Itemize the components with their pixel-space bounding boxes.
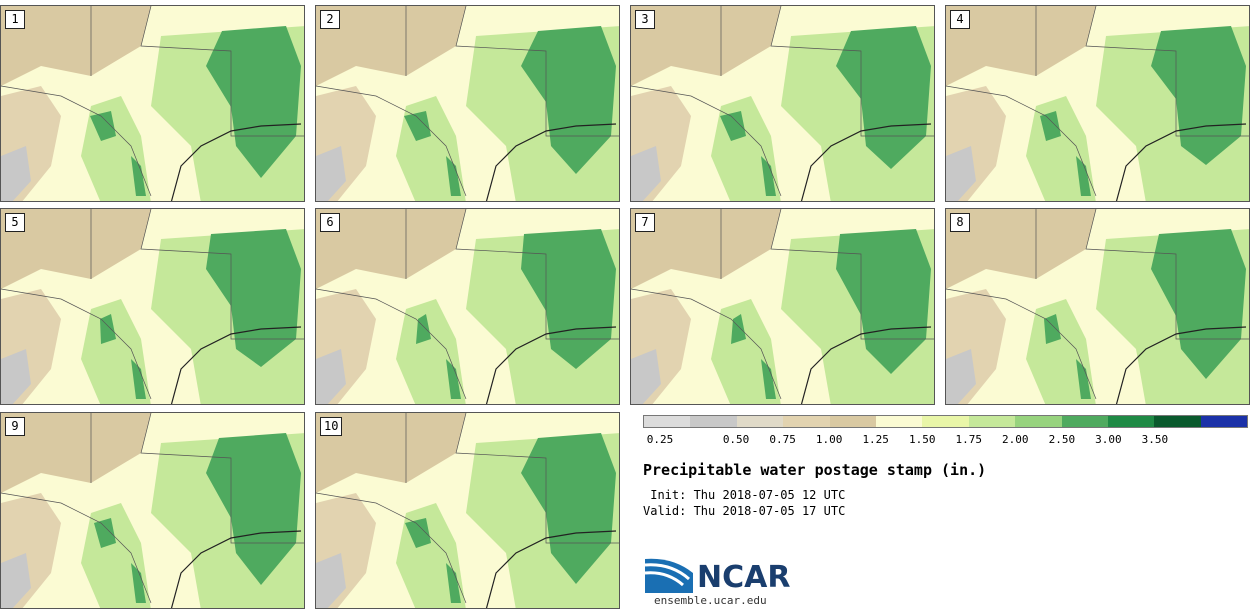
colorbar-tick-label: 3.50 — [1141, 433, 1169, 446]
stamp-panel-9: 9 — [0, 412, 305, 609]
stamp-number: 9 — [5, 417, 25, 436]
colorbar-tick-label: 0.75 — [769, 433, 796, 446]
logo-text: NCAR — [697, 560, 791, 595]
init-time: Init: Thu 2018-07-05 12 UTC — [643, 488, 846, 502]
valid-time: Valid: Thu 2018-07-05 17 UTC — [643, 504, 846, 518]
colorbar-segment — [690, 416, 737, 427]
colorbar-segment — [644, 416, 691, 427]
colorbar-tick-label: 1.00 — [815, 433, 843, 446]
stamp-number: 3 — [635, 10, 655, 29]
colorbar-tick-label: 0.25 — [646, 433, 674, 446]
stamp-panel-2: 2 — [315, 5, 620, 202]
stamp-panel-10: 10 — [315, 412, 620, 609]
colorbar-tick-label: 3.00 — [1095, 433, 1122, 446]
stamp-panel-6: 6 — [315, 208, 620, 405]
ncar-logo-icon — [644, 558, 693, 593]
colorbar-segment — [1015, 416, 1062, 427]
colorbar-tick-label: 1.25 — [862, 433, 889, 446]
stamp-number: 6 — [320, 213, 340, 232]
colorbar-tick-label: 0.50 — [722, 433, 750, 446]
colorbar-segment — [922, 416, 969, 427]
stamp-panel-5: 5 — [0, 208, 305, 405]
stamp-panel-3: 3 — [630, 5, 935, 202]
plot-title: Precipitable water postage stamp (in.) — [643, 461, 987, 479]
stamp-number: 1 — [5, 10, 25, 29]
colorbar-tick-label: 2.50 — [1048, 433, 1076, 446]
stamp-panel-7: 7 — [630, 208, 935, 405]
colorbar — [643, 415, 1248, 428]
colorbar-segment — [1061, 416, 1108, 427]
colorbar-segment — [1107, 416, 1155, 427]
colorbar-segment — [968, 416, 1016, 427]
stamp-number: 2 — [320, 10, 340, 29]
colorbar-tick-label: 1.50 — [908, 433, 936, 446]
colorbar-tick-label: 1.75 — [955, 433, 983, 446]
stamp-number: 10 — [320, 417, 343, 436]
site-url: ensemble.ucar.edu — [654, 594, 767, 607]
stamp-panel-8: 8 — [945, 208, 1250, 405]
colorbar-segment — [1200, 416, 1248, 427]
colorbar-segment — [783, 416, 830, 427]
colorbar-tick-label: 2.00 — [1002, 433, 1029, 446]
stamp-number: 5 — [5, 213, 25, 232]
colorbar-segment — [736, 416, 784, 427]
colorbar-segment — [829, 416, 876, 427]
stamp-number: 4 — [950, 10, 970, 29]
stamp-panel-4: 4 — [945, 5, 1250, 202]
stamp-panel-1: 1 — [0, 5, 305, 202]
stamp-number: 8 — [950, 213, 970, 232]
stamp-number: 7 — [635, 213, 655, 232]
colorbar-segment — [1154, 416, 1201, 427]
colorbar-segment — [875, 416, 923, 427]
